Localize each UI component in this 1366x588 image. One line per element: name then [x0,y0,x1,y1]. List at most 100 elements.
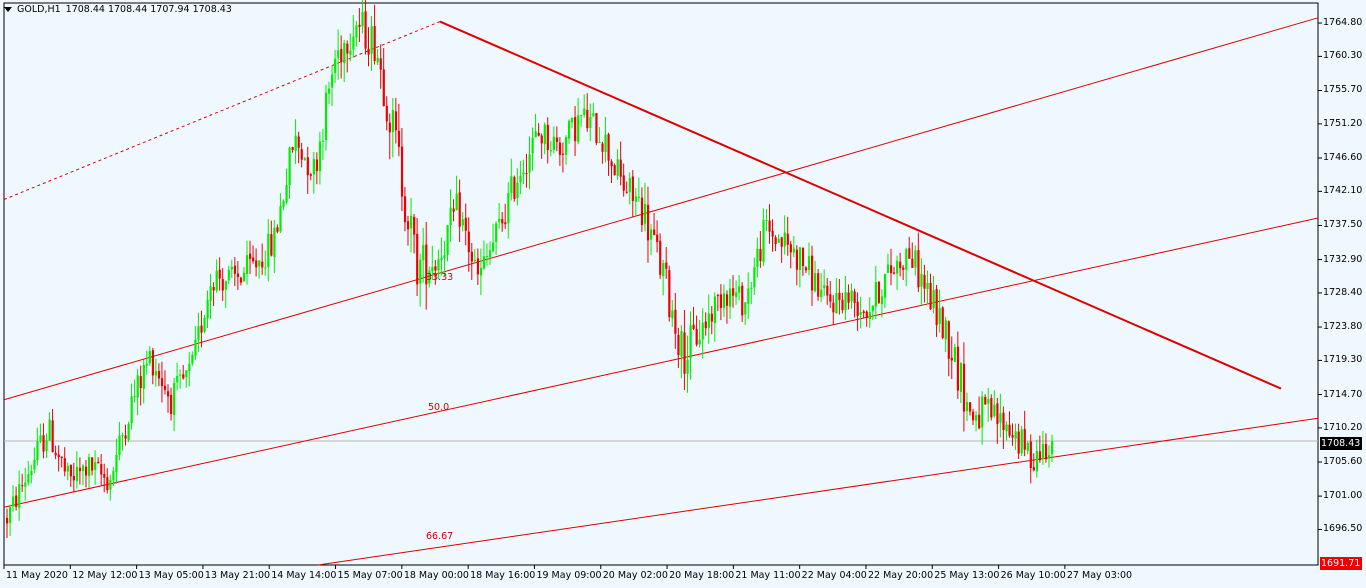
candle-bull [203,317,206,332]
candle-bear [252,257,255,262]
candle-bull [564,137,568,155]
candle-bull [242,272,246,282]
candle-bear [1023,428,1026,450]
candle-bull [707,313,710,328]
candle-bear [276,227,279,232]
candle-bear [741,285,744,316]
candle-bear [1002,412,1005,431]
candle-bull [127,424,130,440]
candle-bear [555,137,559,143]
candle-bull [148,351,151,364]
candle-bull [1014,431,1017,439]
candle-bear [653,229,656,235]
candle-bull [285,185,288,203]
candle-bull [534,131,537,138]
candle-bull [258,260,261,267]
ohlc-readout: 1708.44 1708.44 1707.94 1708.43 [65,4,232,15]
candle-bull [419,259,422,284]
candle-bull [267,233,270,268]
candle-bear [586,109,589,129]
candle-bull [722,293,726,308]
candle-bull [777,238,780,243]
candle-bear [291,147,294,150]
candle-bear [157,371,161,379]
candle-bear [862,311,865,314]
candle-bear [546,124,549,150]
candle-bull [686,359,689,374]
candle-bull [312,158,316,175]
candle-bull [130,396,133,424]
candle-bear [692,324,695,329]
candle-bear [968,402,972,412]
y-tick-label: 1764.80 [1323,17,1363,29]
candle-bear [804,267,808,271]
candle-bear [57,454,60,458]
candle-bear [695,328,698,345]
candle-bear [759,248,762,261]
candle-bear [452,208,455,212]
candle-bull [145,363,148,366]
candle-bear [710,313,713,322]
candle-bear [182,374,185,379]
candle-bear [513,177,516,199]
candle-bear [1008,424,1011,436]
candle-bull [288,147,291,186]
candle-bull [136,375,139,398]
candle-bear [719,294,723,308]
candle-bull [349,50,352,55]
candle-bull [932,290,935,309]
candle-bull [859,311,862,315]
candle-bear [416,233,419,285]
candle-bull [604,134,607,153]
candle-bear [972,411,975,421]
candle-bear [504,222,507,225]
candle-bull [871,305,874,312]
candle-bull [331,74,334,88]
candle-bull [920,273,923,287]
candle-bear [893,272,896,274]
candle-bull [1026,442,1029,451]
candle-bear [124,435,127,439]
candle-bear [877,281,881,303]
candle-bull [938,308,941,324]
candle-bear [306,157,309,176]
candle-bear [847,292,850,303]
candle-bull [334,58,337,74]
candle-bear [716,295,720,297]
candle-bull [282,201,285,207]
candle-bull [88,457,91,477]
candle-bull [510,176,513,194]
candle-bull [215,270,218,291]
candle-bear [817,273,820,297]
candle-bull [428,270,431,284]
candle-bull [993,404,996,417]
dropdown-triangle-icon[interactable] [4,7,12,12]
candle-bull [592,113,595,117]
candle-bull [18,484,21,508]
candle-bull [321,140,325,142]
candle-bear [941,307,944,339]
candle-bear [470,251,473,262]
candle-bull [206,299,209,319]
candle-bear [315,159,319,172]
candle-bull [81,465,85,471]
candle-bear [1017,431,1020,454]
candle-bear [261,261,264,268]
candle-bull [583,108,586,116]
candle-bull [701,322,704,340]
candle-bear [996,403,999,424]
fib-label-50: 50.0 [428,402,450,413]
candle-bull [30,470,33,476]
candle-bull [807,256,811,271]
candle-bear [364,11,367,49]
candle-bull [318,141,322,172]
candle-bear [811,255,814,291]
candle-bear [425,244,428,285]
candle-bull [671,310,674,319]
candle-bull [662,263,665,277]
candle-bear [935,289,938,326]
fib-label-66: 66.67 [426,531,454,542]
candle-bear [403,196,407,223]
